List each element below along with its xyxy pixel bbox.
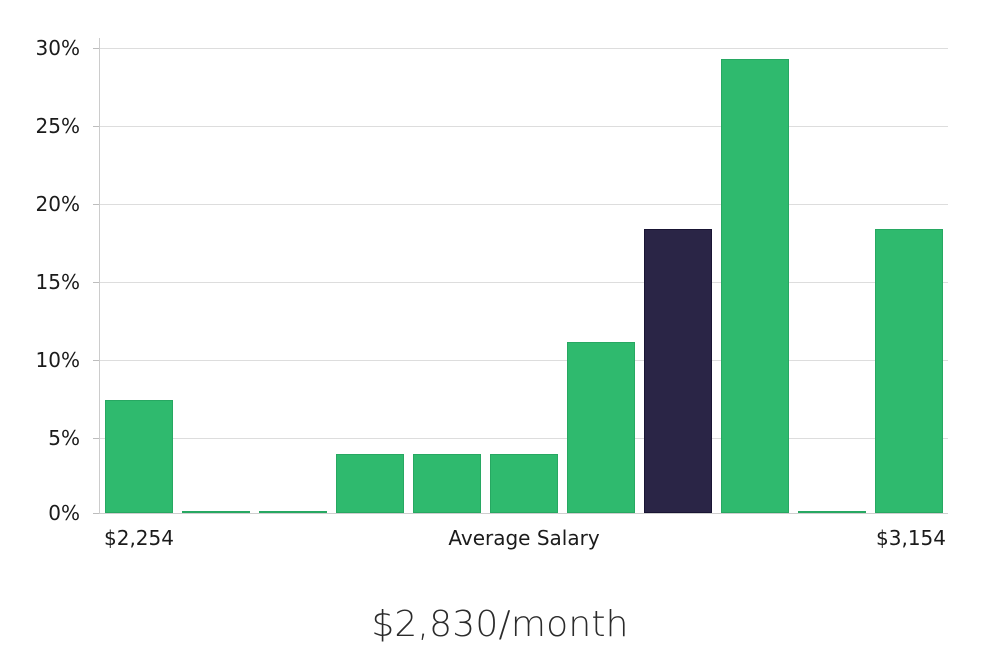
- bar: [798, 511, 866, 513]
- y-axis-tick-mark: [93, 360, 100, 361]
- bar: [182, 511, 250, 513]
- gridlines: [100, 30, 948, 514]
- bar: [259, 511, 327, 513]
- chart-caption: $2,830/month: [371, 604, 629, 645]
- y-axis-tick-label: 15%: [35, 270, 80, 294]
- y-axis-labels: 30% 25% 20% 15% 10% 5% 0%: [0, 30, 100, 525]
- bar: [413, 454, 481, 513]
- y-axis-tick-label: 30%: [35, 36, 80, 60]
- plot-area: [100, 30, 948, 514]
- bar: [490, 454, 558, 513]
- gridline-20: [100, 204, 948, 205]
- y-axis-tick-mark: [93, 204, 100, 205]
- x-axis-min-label: $2,254: [104, 526, 174, 550]
- gridline-5: [100, 438, 948, 439]
- bar-highlighted: [644, 229, 712, 513]
- bar: [567, 342, 635, 513]
- x-axis-max-label: $3,154: [876, 526, 946, 550]
- gridline-25: [100, 126, 948, 127]
- x-axis-labels: $2,254 Average Salary $3,154: [100, 526, 948, 560]
- y-axis-tick-label: 10%: [35, 348, 80, 372]
- gridline-15: [100, 282, 948, 283]
- x-axis-title: Average Salary: [448, 526, 600, 550]
- y-axis-tick-label: 25%: [35, 114, 80, 138]
- y-axis-tick-label: 0%: [48, 501, 80, 525]
- bar: [875, 229, 943, 513]
- y-axis-tick-mark: [93, 282, 100, 283]
- bar: [721, 59, 789, 513]
- gridline-30: [100, 48, 948, 49]
- gridline-10: [100, 360, 948, 361]
- y-axis-tick-mark: [93, 48, 100, 49]
- y-axis-tick-mark: [93, 513, 100, 514]
- bar-series: [100, 30, 948, 513]
- y-axis-line: [99, 38, 100, 514]
- gridline-0-baseline: [100, 513, 948, 514]
- y-axis-tick-mark: [93, 438, 100, 439]
- y-axis-tick-mark: [93, 126, 100, 127]
- bar: [105, 400, 173, 513]
- bar: [336, 454, 404, 513]
- y-axis-tick-label: 20%: [35, 192, 80, 216]
- y-axis-tick-label: 5%: [48, 426, 80, 450]
